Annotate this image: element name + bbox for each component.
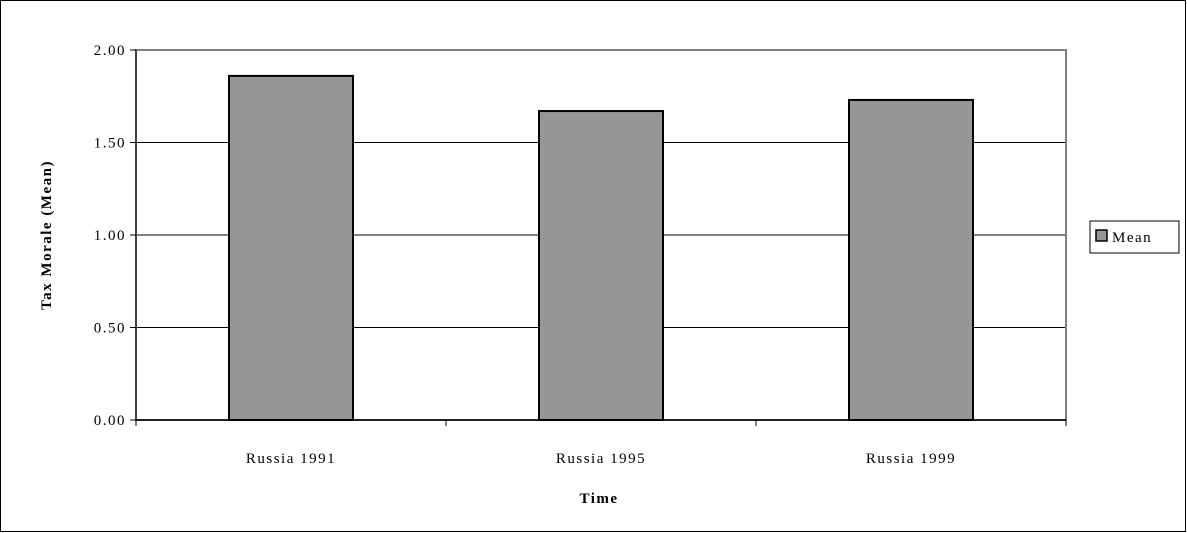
y-axis-title: Tax Morale (Mean) bbox=[39, 160, 55, 310]
bar-russia-1991 bbox=[228, 74, 354, 422]
x-tick-label: Russia 1991 bbox=[246, 451, 336, 467]
bar-russia-1995 bbox=[538, 110, 664, 422]
x-tick-label: Russia 1995 bbox=[556, 451, 646, 467]
y-tick-labels: 0.00 0.50 1.00 1.50 2.00 bbox=[94, 43, 126, 429]
y-tick-label: 1.00 bbox=[94, 228, 126, 244]
x-category-labels: Russia 1991 Russia 1995 Russia 1999 bbox=[246, 451, 956, 467]
legend-label-mean: Mean bbox=[1112, 230, 1152, 246]
x-axis-title: Time bbox=[579, 491, 618, 507]
y-tick-label: 1.50 bbox=[94, 136, 126, 152]
y-tick-label: 0.00 bbox=[94, 413, 126, 429]
bars bbox=[228, 74, 974, 422]
bar-russia-1999 bbox=[848, 98, 974, 421]
axes bbox=[130, 49, 1067, 426]
y-tick-label: 0.50 bbox=[94, 321, 126, 337]
legend-swatch-mean bbox=[1095, 229, 1108, 242]
legend: Mean bbox=[1089, 220, 1180, 254]
y-tick-label: 2.00 bbox=[94, 43, 126, 59]
x-tick-label: Russia 1999 bbox=[866, 451, 956, 467]
